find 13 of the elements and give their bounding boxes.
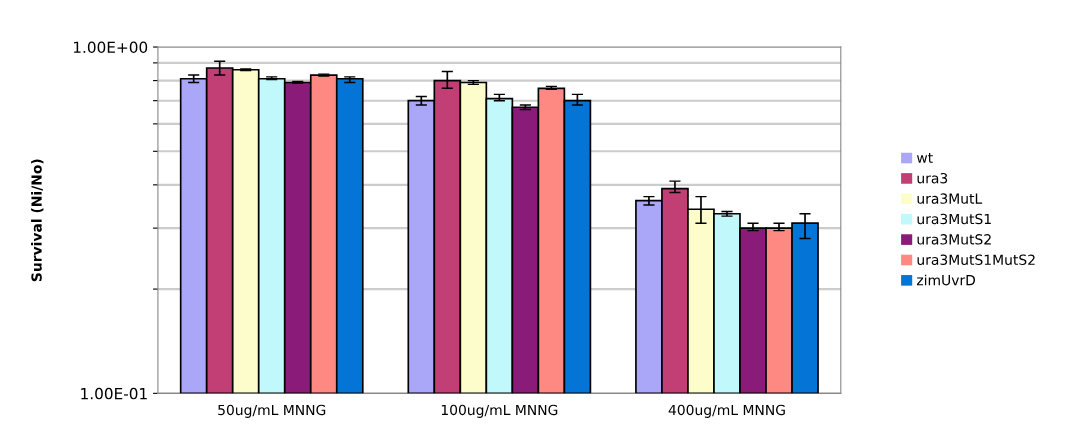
x-tick-label: 400ug/mL MNNG xyxy=(668,404,785,418)
x-tick-label: 50ug/mL MNNG xyxy=(218,404,326,418)
legend-label: ura3MutS2 xyxy=(917,234,991,245)
legend-label: ura3MutL xyxy=(917,193,983,204)
legend-label: ura3MutS1 xyxy=(917,213,991,225)
y-tick-label: 1.00E-01 xyxy=(81,387,147,400)
x-tick-label: 100ug/mL MNNG xyxy=(441,404,558,418)
legend-label: zimUvrD xyxy=(916,274,976,286)
legend-label: ura3MutS1MutS2 xyxy=(917,254,1035,265)
legend-label: ura3 xyxy=(917,172,948,184)
legend-label: wt xyxy=(916,153,933,163)
y-tick-label: 1.00E+00 xyxy=(73,41,148,54)
y-axis-title: Survival (Ni/No) xyxy=(31,159,44,282)
